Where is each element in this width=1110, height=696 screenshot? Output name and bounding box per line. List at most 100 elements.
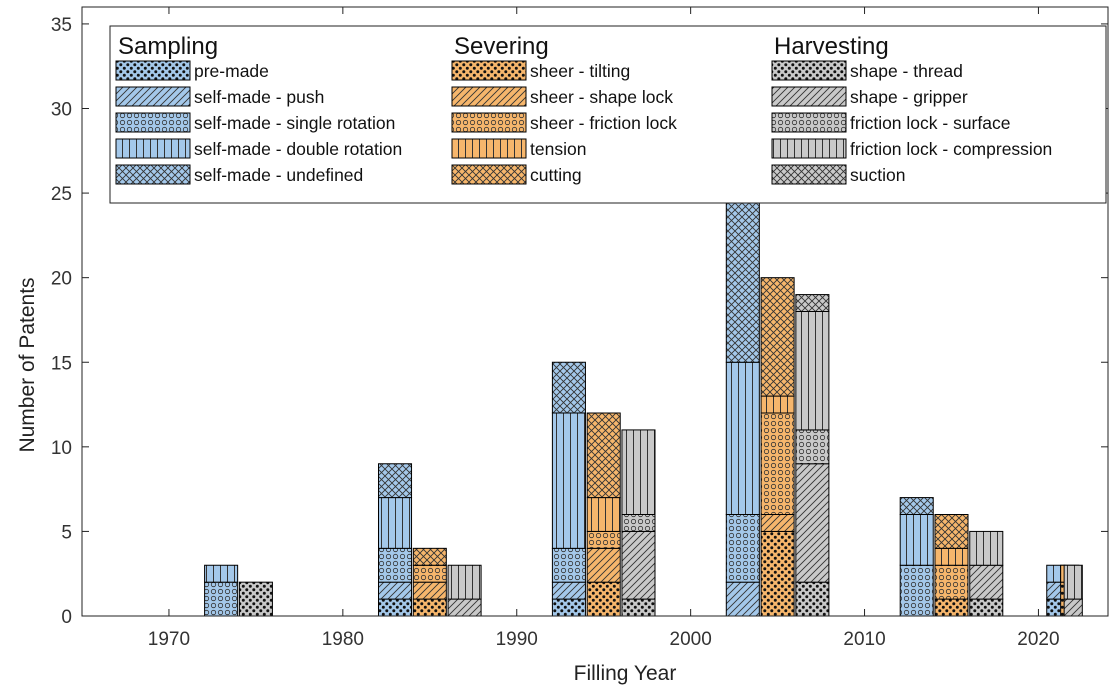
legend-swatch-sheer-friction-lock <box>451 112 527 133</box>
legend-swatch-shape-thread <box>771 60 847 81</box>
bar-segment-sampling-2003-crosshatch <box>725 192 760 363</box>
bar-segment-harvesting-1987-vertical <box>447 564 482 600</box>
bar-segment-harvesting-1997-diagonal <box>621 530 656 600</box>
legend-label-sheer-friction-lock: sheer - friction lock <box>530 113 677 133</box>
y-tick-label: 5 <box>61 522 72 543</box>
bar-segment-severing-2015-crosshatch <box>934 514 969 549</box>
bar-segment-severing-2005-dots <box>760 530 795 617</box>
x-tick-label: 2020 <box>1017 629 1059 650</box>
legend-heading-sampling: Sampling <box>118 33 218 60</box>
bar-segment-sampling-1983-circles <box>377 547 413 583</box>
legend-label-self-made-undefined: self-made - undefined <box>194 165 363 185</box>
bar-segment-sampling-2003-vertical <box>725 361 760 515</box>
bar-segment-sampling-1993-crosshatch <box>551 361 586 414</box>
bar-sampling-1993 <box>551 361 586 617</box>
bar-severing-1985 <box>412 547 447 617</box>
bar-segment-severing-1995-dots <box>586 581 621 617</box>
x-tick-label: 2000 <box>670 629 712 650</box>
y-axis-label: Number of Patents <box>16 277 39 452</box>
bar-segment-severing-2005-circles <box>760 412 795 515</box>
bar-segment-harvesting-2007-diagonal <box>795 463 830 583</box>
bar-segment-harvesting-1997-vertical <box>621 429 656 515</box>
bar-segment-sampling-1983-vertical <box>377 497 413 549</box>
bar-segment-sampling-1993-dots <box>551 598 586 617</box>
legend-label-self-made-push: self-made - push <box>194 87 324 107</box>
legend-label-self-made-single-rotation: self-made - single rotation <box>194 113 395 133</box>
bar-segment-sampling-1993-circles <box>551 547 586 583</box>
bar-segment-harvesting-2007-vertical <box>795 311 830 431</box>
bar-segment-severing-1985-crosshatch <box>412 547 447 566</box>
bar-segment-sampling-1993-vertical <box>551 412 586 549</box>
x-tick-label: 2010 <box>843 629 885 650</box>
bar-segment-harvesting-2007-dots <box>795 581 830 617</box>
bar-sampling-1983 <box>377 463 413 617</box>
legend-swatch-shape-gripper <box>771 86 847 107</box>
bar-sampling-1973 <box>204 564 239 617</box>
legend-label-sheer-tilting: sheer - tilting <box>530 61 630 81</box>
legend-label-friction-lock-surface: friction lock - surface <box>850 113 1010 133</box>
bar-segment-severing-1995-circles <box>586 530 621 549</box>
bar-segment-severing-2005-diagonal <box>760 514 795 532</box>
bar-harvesting-2022 <box>1063 564 1083 617</box>
bar-segment-severing-1985-dots <box>412 598 447 617</box>
legend-label-friction-lock-compression: friction lock - compression <box>850 139 1052 159</box>
y-tick-label: 20 <box>51 269 72 290</box>
bar-segment-sampling-1983-dots <box>377 598 413 617</box>
bar-segment-sampling-1993-diagonal <box>551 581 586 600</box>
bar-segment-sampling-2003-diagonal <box>725 581 760 617</box>
bar-harvesting-1987 <box>447 564 482 617</box>
bar-harvesting-2017 <box>969 530 1004 617</box>
legend-swatch-pre-made <box>115 60 191 81</box>
legend-swatch-self-made-undefined <box>115 164 191 185</box>
bar-sampling-2003 <box>725 192 760 617</box>
bar-sampling-2013 <box>899 497 934 617</box>
legend-label-pre-made: pre-made <box>194 61 269 81</box>
x-tick-label: 1990 <box>496 629 538 650</box>
legend-label-cutting: cutting <box>530 165 582 185</box>
bar-segment-severing-1995-diagonal <box>586 547 621 583</box>
bar-segment-sampling-1983-crosshatch <box>377 463 413 499</box>
x-tick-label: 1970 <box>148 629 190 650</box>
legend-swatch-cutting <box>451 164 527 185</box>
bar-harvesting-1997 <box>621 429 656 617</box>
bar-segment-sampling-2013-circles <box>899 564 934 617</box>
bar-segment-severing-1995-crosshatch <box>586 412 621 499</box>
bar-segment-sampling-1983-diagonal <box>377 581 413 600</box>
legend-swatch-self-made-single-rotation <box>115 112 191 133</box>
legend-swatch-friction-lock-surface <box>771 112 847 133</box>
bar-segment-severing-2005-vertical <box>760 395 795 414</box>
bar-segment-harvesting-2022-diagonal <box>1063 598 1083 617</box>
legend-swatch-friction-lock-compression <box>771 138 847 159</box>
plot-frame <box>81 6 1109 617</box>
bar-severing-1995 <box>586 412 621 617</box>
bar-segment-harvesting-2017-dots <box>969 598 1004 617</box>
bar-segment-harvesting-2022-vertical <box>1063 564 1083 600</box>
bar-segment-severing-2015-vertical <box>934 547 969 566</box>
legend-swatch-tension <box>451 138 527 159</box>
legend-swatch-sheer-tilting <box>451 60 527 81</box>
bar-segment-sampling-2013-vertical <box>899 514 934 566</box>
legend-label-suction: suction <box>850 165 905 185</box>
bar-segment-sampling-1973-vertical <box>204 564 239 583</box>
bar-segment-severing-1985-diagonal <box>412 581 447 600</box>
bar-segment-harvesting-1997-dots <box>621 598 656 617</box>
legend-label-tension: tension <box>530 139 586 159</box>
axes-layer: 0 5 10 15 20 25 30 35 1970 1980 1990 2000 2010 2020 <box>51 6 1109 650</box>
bar-segment-sampling-1973-circles <box>204 581 239 617</box>
y-tick-label: 10 <box>51 438 72 459</box>
legend-swatch-suction <box>771 164 847 185</box>
legend-box <box>109 25 1107 204</box>
bar-segment-harvesting-1975-dots <box>238 581 273 617</box>
y-tick-label: 30 <box>51 100 72 121</box>
bar-harvesting-1975 <box>238 581 273 617</box>
legend-label-shape-thread: shape - thread <box>850 61 963 81</box>
legend-swatch-self-made-push <box>115 86 191 107</box>
y-tick-label: 0 <box>61 607 72 628</box>
legend-label-sheer-shape-lock: sheer - shape lock <box>530 87 673 107</box>
bar-segment-harvesting-2007-crosshatch <box>795 294 830 313</box>
bar-segment-sampling-2003-circles <box>725 514 760 583</box>
bars-layer <box>204 192 1083 617</box>
